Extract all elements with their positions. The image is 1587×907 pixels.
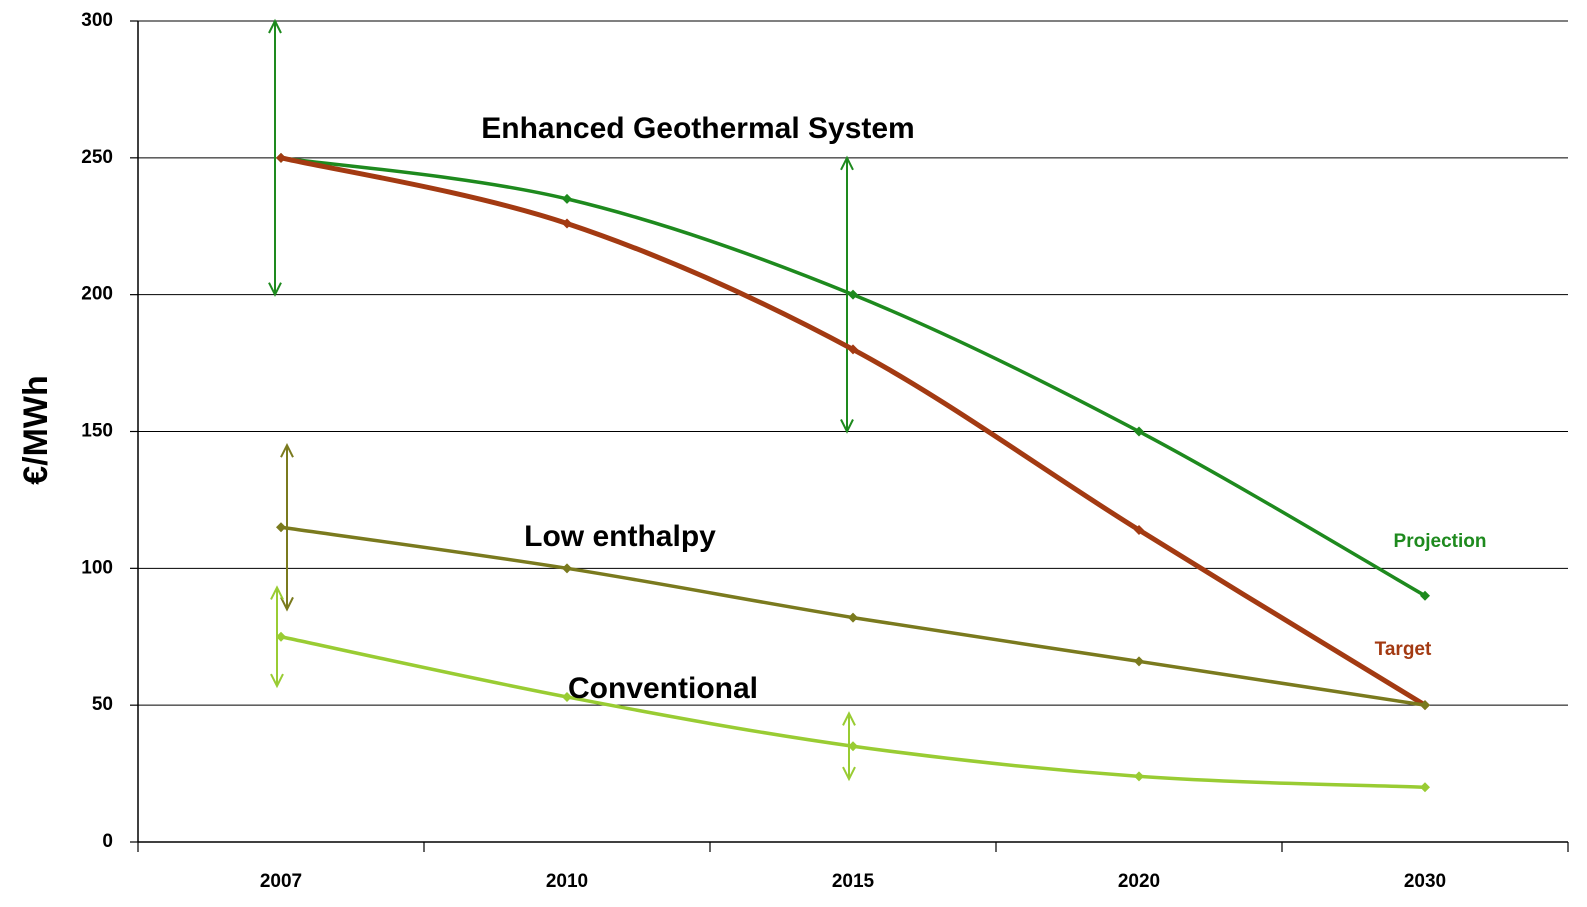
y-tick-label: 50 (92, 694, 113, 715)
marker (276, 152, 286, 163)
y-tick-label: 300 (81, 10, 113, 31)
marker (562, 563, 572, 574)
series-label: Conventional (568, 672, 758, 705)
marker (1420, 590, 1430, 601)
marker (1134, 426, 1144, 437)
marker (1420, 782, 1430, 793)
marker (1134, 656, 1144, 667)
y-tick-label: 250 (81, 147, 113, 168)
marker (848, 612, 858, 623)
marker (562, 691, 572, 702)
x-tick-label: 2010 (546, 871, 588, 892)
series-line (280, 156, 1426, 598)
x-tick-label: 2007 (260, 871, 302, 892)
marker (848, 344, 858, 355)
error-arrow (840, 155, 854, 434)
error-arrow (268, 18, 282, 297)
marker (848, 741, 858, 752)
y-tick-label: 0 (102, 831, 113, 852)
series-label: Projection (1394, 531, 1487, 552)
x-tick-label: 2020 (1118, 871, 1160, 892)
error-arrow (842, 711, 856, 782)
marker (562, 193, 572, 204)
series-label: Target (1375, 639, 1432, 660)
x-tick-label: 2030 (1404, 871, 1446, 892)
error-arrow (280, 442, 294, 612)
marker (276, 522, 286, 533)
series-label: Low enthalpy (524, 520, 716, 553)
y-tick-label: 200 (81, 284, 113, 305)
marker (1134, 525, 1144, 536)
marker (276, 631, 286, 642)
y-tick-label: 150 (81, 421, 113, 442)
error-arrow (270, 585, 284, 689)
y-axis-label: €/MWh (17, 375, 55, 485)
annotation: Enhanced Geothermal System (481, 112, 914, 145)
y-tick-label: 100 (81, 557, 113, 578)
marker (1420, 700, 1430, 711)
marker (562, 218, 572, 229)
series-line (280, 635, 1426, 790)
x-tick-label: 2015 (832, 871, 875, 892)
marker (1134, 771, 1144, 782)
marker (848, 289, 858, 300)
